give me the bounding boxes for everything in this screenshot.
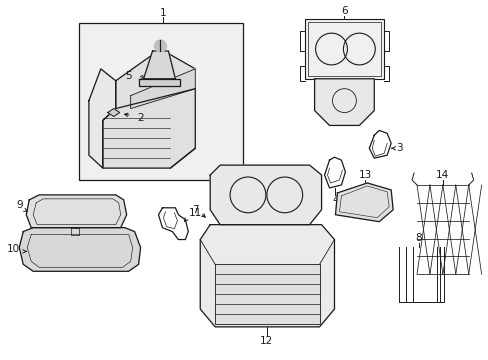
Polygon shape: [200, 225, 334, 327]
Text: 9: 9: [16, 200, 22, 210]
Circle shape: [154, 40, 166, 52]
Text: 13: 13: [358, 170, 371, 180]
Polygon shape: [107, 109, 120, 117]
Bar: [79, 23, 243, 180]
Text: 11: 11: [188, 208, 202, 218]
Text: 4: 4: [331, 195, 338, 205]
Text: 5: 5: [125, 71, 132, 81]
Polygon shape: [143, 51, 175, 79]
Text: 3: 3: [395, 143, 402, 153]
Text: 6: 6: [341, 6, 347, 16]
Text: 12: 12: [260, 336, 273, 346]
Polygon shape: [19, 228, 141, 271]
Text: 8: 8: [415, 233, 422, 243]
Text: 7: 7: [192, 205, 198, 215]
Polygon shape: [138, 79, 180, 86]
Text: 1: 1: [160, 8, 166, 18]
Text: 2: 2: [137, 113, 143, 123]
Bar: [304, 19, 384, 79]
Polygon shape: [89, 69, 116, 168]
Polygon shape: [130, 69, 195, 109]
Polygon shape: [26, 195, 126, 228]
Polygon shape: [314, 79, 373, 125]
Text: 14: 14: [435, 170, 448, 180]
Polygon shape: [102, 49, 195, 168]
Polygon shape: [215, 264, 319, 324]
Bar: [307, 22, 381, 76]
Polygon shape: [210, 165, 321, 225]
Text: 10: 10: [7, 244, 20, 255]
Polygon shape: [335, 183, 392, 222]
